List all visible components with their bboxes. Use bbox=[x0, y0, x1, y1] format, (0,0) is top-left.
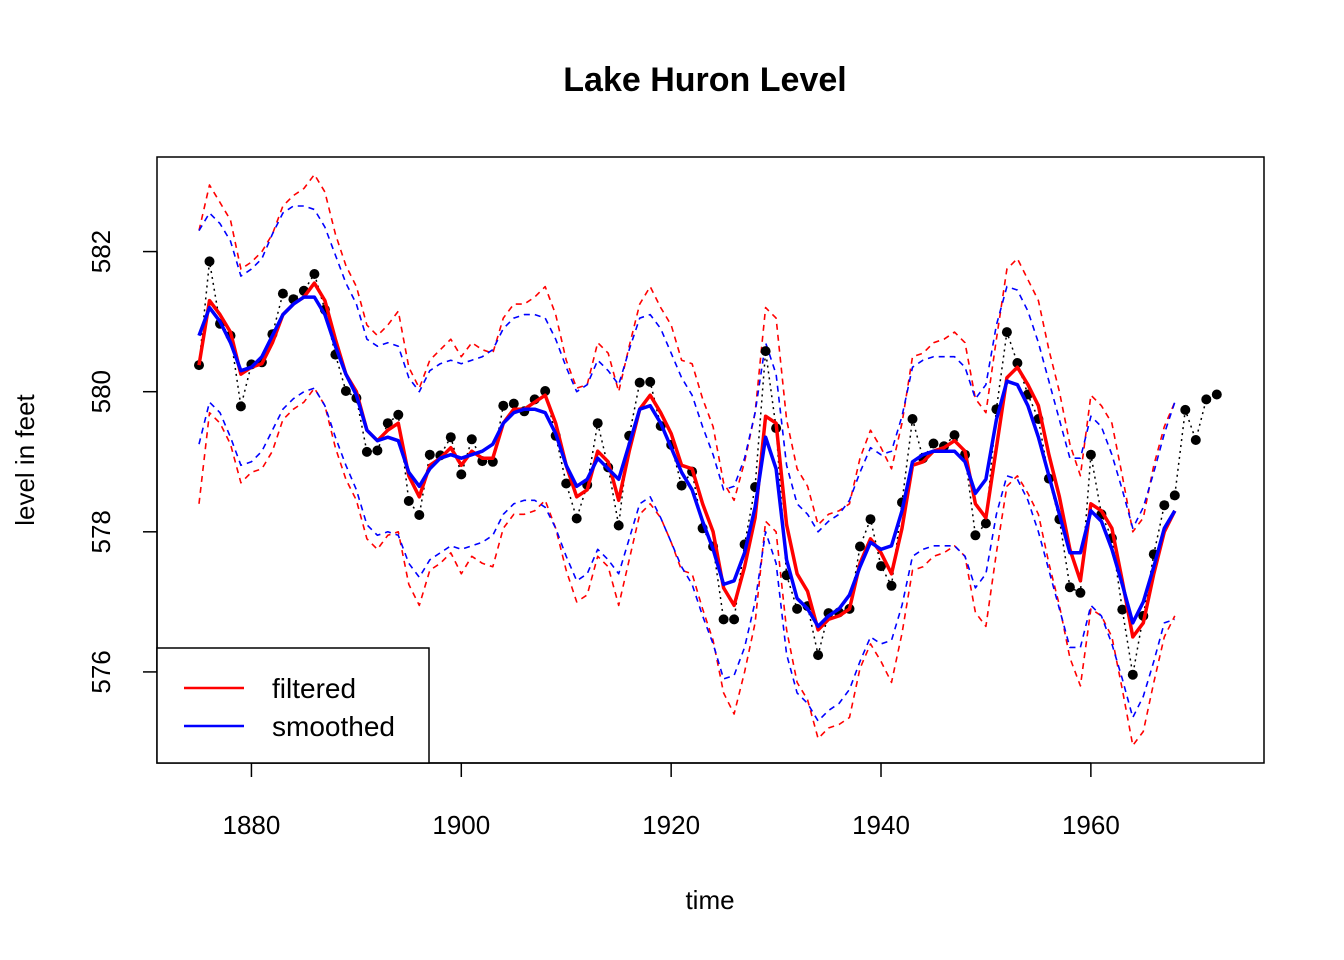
x-tick-label: 1900 bbox=[432, 810, 490, 840]
legend-box bbox=[156, 647, 430, 764]
x-tick-label: 1880 bbox=[223, 810, 281, 840]
observed-point bbox=[1127, 669, 1138, 680]
observed-point bbox=[498, 400, 509, 411]
observed-point bbox=[1169, 490, 1180, 501]
observed-point bbox=[1190, 435, 1201, 445]
observed-point bbox=[970, 530, 981, 541]
observed-point bbox=[340, 386, 351, 396]
observed-connector-line bbox=[198, 260, 1218, 676]
y-tick-label: 578 bbox=[86, 510, 116, 553]
observed-point bbox=[393, 409, 404, 420]
x-tick-label: 1940 bbox=[852, 810, 910, 840]
observed-point bbox=[855, 541, 865, 552]
observed-point bbox=[204, 256, 215, 267]
observed-point bbox=[592, 418, 603, 429]
observed-point bbox=[729, 614, 740, 625]
observed-point bbox=[1085, 449, 1096, 460]
x-axis-label: time bbox=[685, 885, 734, 915]
y-tick-label: 582 bbox=[86, 230, 116, 273]
observed-point bbox=[792, 603, 803, 614]
chart-title: Lake Huron Level bbox=[563, 61, 846, 99]
observed-point bbox=[361, 446, 372, 457]
observed-point bbox=[876, 561, 886, 572]
observed-point bbox=[561, 478, 572, 489]
observed-point bbox=[403, 496, 414, 506]
observed-point bbox=[1201, 394, 1212, 405]
observed-point bbox=[382, 418, 393, 429]
observed-point bbox=[907, 414, 918, 424]
observed-point bbox=[1211, 389, 1222, 400]
observed-point bbox=[424, 449, 435, 460]
observed-point bbox=[235, 401, 246, 412]
observed-point bbox=[456, 469, 467, 480]
observed-point bbox=[1180, 404, 1191, 415]
observed-point bbox=[1075, 587, 1086, 598]
observed-point bbox=[676, 480, 687, 491]
y-axis: 576 578 580 582 bbox=[86, 230, 158, 694]
legend-smoothed-label: smoothed bbox=[272, 711, 395, 742]
smoothed-upper-band bbox=[198, 205, 1176, 533]
observed-point bbox=[886, 580, 897, 591]
x-tick-label: 1960 bbox=[1062, 810, 1120, 840]
observed-point bbox=[571, 513, 582, 524]
observed-point bbox=[645, 376, 656, 387]
observed-point bbox=[760, 346, 771, 357]
observed-point bbox=[613, 520, 624, 531]
observed-point bbox=[445, 432, 456, 443]
observed-point bbox=[718, 614, 729, 625]
series-layer bbox=[194, 173, 1222, 747]
filtered-upper-band bbox=[198, 173, 1176, 533]
observed-point bbox=[949, 430, 960, 441]
x-axis: 1880 1900 1920 1940 1960 bbox=[223, 762, 1120, 840]
observed-point bbox=[634, 377, 645, 388]
smoothed-lower-band bbox=[198, 387, 1176, 722]
y-tick-label: 580 bbox=[86, 370, 116, 413]
observed-point bbox=[414, 510, 425, 520]
observed-point bbox=[1159, 500, 1170, 511]
observed-point bbox=[508, 398, 519, 409]
observed-point bbox=[1117, 604, 1128, 615]
filtered-series-line bbox=[197, 281, 1177, 639]
observed-point bbox=[813, 650, 824, 661]
smoothed-series-line bbox=[197, 295, 1177, 629]
filtered-lower-band bbox=[198, 387, 1176, 747]
observed-point bbox=[466, 434, 477, 445]
y-axis-label: level in feet bbox=[10, 393, 40, 525]
legend-filtered-label: filtered bbox=[272, 673, 356, 704]
legend: filtered smoothed bbox=[156, 647, 430, 764]
x-tick-label: 1920 bbox=[642, 810, 700, 840]
observed-point bbox=[372, 445, 383, 456]
observed-point bbox=[1064, 582, 1075, 593]
observed-point bbox=[1001, 327, 1012, 338]
observed-point bbox=[540, 386, 551, 396]
observed-point bbox=[1012, 358, 1023, 368]
observed-point bbox=[309, 269, 320, 279]
y-tick-label: 576 bbox=[86, 650, 116, 693]
observed-point bbox=[980, 518, 991, 529]
observed-point bbox=[865, 514, 876, 525]
observed-point bbox=[277, 288, 288, 299]
observed-point bbox=[928, 438, 939, 449]
